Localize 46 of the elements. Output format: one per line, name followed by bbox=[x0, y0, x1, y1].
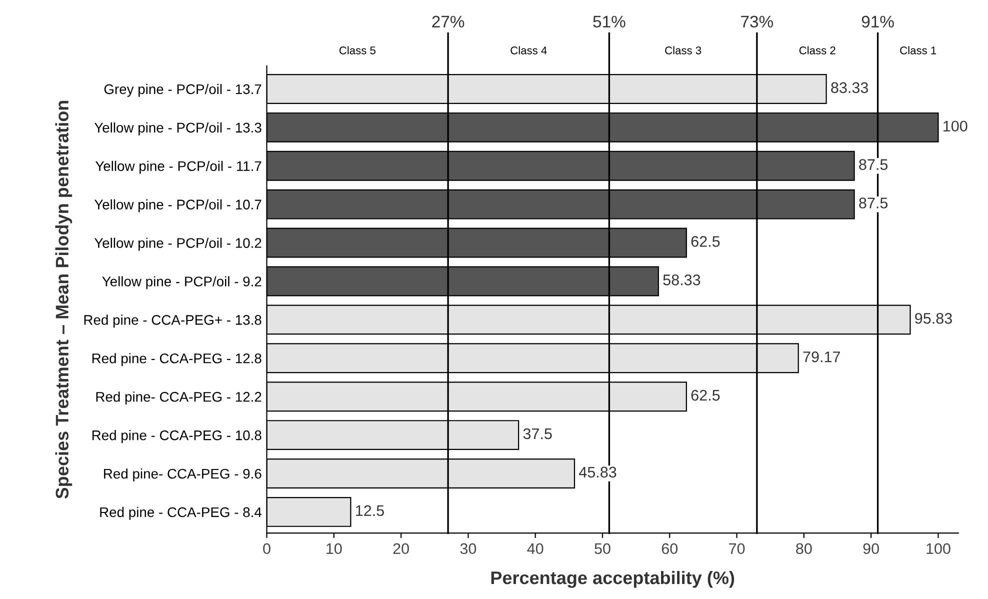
annotation: Class 4 bbox=[510, 46, 547, 54]
x-tick-label: 70 bbox=[729, 543, 745, 554]
x-tick-label: 0 bbox=[263, 543, 270, 554]
y-tick-label: Yellow pine - PCP/oil - 10.7 bbox=[94, 199, 262, 212]
y-axis-title: Species Treatment – Mean Pilodyn penetration bbox=[55, 100, 72, 499]
data-label: 87.5 bbox=[859, 198, 888, 208]
data-label: 37.5 bbox=[523, 428, 552, 440]
x-tick-label: 90 bbox=[863, 543, 879, 554]
x-tick-label: 80 bbox=[796, 543, 812, 554]
y-tick-label: Yellow pine - PCP/oil - 11.7 bbox=[95, 160, 262, 174]
x-tick-label: 100 bbox=[926, 543, 950, 554]
y-tick-label: Red pine - CCA-PEG - 10.8 bbox=[92, 430, 262, 443]
y-tick-label: Yellow pine - PCP/oil - 10.2 bbox=[94, 238, 262, 251]
y-tick-label: Red pine - CCA-PEG+ - 13.8 bbox=[84, 314, 262, 328]
data-label: 87.5 bbox=[859, 159, 888, 170]
ref-line-label: 91% bbox=[862, 16, 894, 28]
data-label: 83.33 bbox=[831, 82, 868, 94]
data-label: 62.5 bbox=[691, 236, 720, 247]
annotation: Class 5 bbox=[339, 46, 376, 54]
ref-line-label: 73% bbox=[741, 16, 774, 28]
data-label: 79.17 bbox=[803, 351, 840, 362]
y-tick-label: Yellow pine - PCP/oil - 9.2 bbox=[102, 276, 262, 290]
y-tick-label: Red pine - CCA-PEG - 12.8 bbox=[92, 353, 262, 366]
annotation: Class 3 bbox=[665, 46, 702, 54]
y-tick-label: Red pine - CCA-PEG - 8.4 bbox=[100, 506, 262, 520]
data-label: 95.83 bbox=[915, 312, 952, 324]
x-tick-label: 40 bbox=[527, 543, 544, 554]
y-tick-label: Red pine- CCA-PEG - 9.6 bbox=[104, 468, 262, 482]
data-label: 45.83 bbox=[579, 466, 616, 478]
ref-line-label: 51% bbox=[593, 16, 626, 28]
ref-line-label: 27% bbox=[432, 16, 464, 28]
x-tick-label: 50 bbox=[594, 543, 610, 554]
x-tick-label: 60 bbox=[662, 543, 678, 554]
annotation: Class 1 bbox=[900, 46, 936, 54]
data-label: 100 bbox=[944, 120, 968, 132]
x-axis-title: Percentage acceptability (%) bbox=[491, 570, 734, 588]
x-tick-label: 30 bbox=[460, 543, 476, 554]
y-tick-label: Grey pine - PCP/oil - 13.7 bbox=[104, 84, 262, 97]
annotation: Class 2 bbox=[799, 46, 836, 54]
y-tick-label: Yellow pine - PCP/oil - 13.3 bbox=[94, 122, 262, 136]
data-label: 58.33 bbox=[663, 274, 700, 286]
x-tick-label: 10 bbox=[326, 543, 342, 554]
data-label: 12.5 bbox=[356, 505, 384, 516]
x-tick-label: 20 bbox=[393, 543, 409, 554]
y-tick-label: Red pine- CCA-PEG - 12.2 bbox=[96, 392, 262, 405]
data-label: 62.5 bbox=[691, 390, 720, 401]
